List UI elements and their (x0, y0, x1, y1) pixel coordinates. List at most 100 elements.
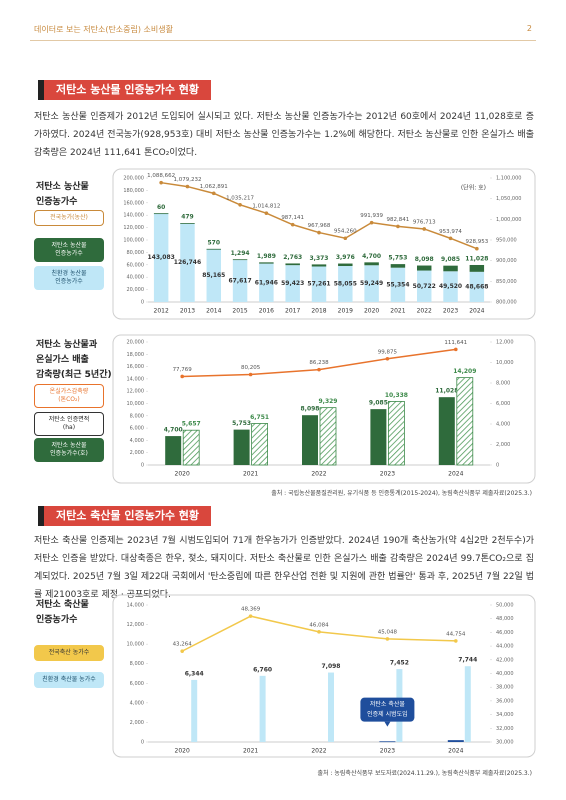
tick-label: 0 (141, 463, 144, 469)
bar (319, 407, 337, 466)
legend-item: 저탄소 인증면적 (ha) (34, 412, 104, 436)
data-label: 5,753 (232, 420, 251, 427)
x-tick-label: 2017 (285, 308, 300, 315)
bar (153, 213, 169, 215)
tick-label: 160,000 (123, 200, 144, 206)
bar (259, 262, 274, 264)
bar (370, 409, 387, 465)
data-label: 7,452 (390, 660, 409, 667)
x-tick-label: 2018 (311, 308, 326, 315)
legend-item: 전국축산 농가수 (34, 645, 104, 661)
tick-label: 100,000 (123, 238, 144, 244)
bar (191, 679, 198, 742)
bar (311, 264, 327, 267)
tick-label: 32,000 (496, 726, 514, 732)
data-label: 48,668 (465, 283, 488, 290)
plot-frame (112, 594, 536, 758)
data-label: 8,098 (415, 256, 434, 263)
bar (311, 266, 327, 302)
legend-item: 저탄소 농산물 인증농가수(호) (34, 438, 104, 462)
header-rule (30, 40, 536, 41)
data-label: 953,974 (439, 229, 462, 235)
data-label: 976,713 (413, 219, 436, 225)
data-label: 9,085 (369, 400, 388, 407)
data-label: 49,520 (439, 283, 462, 290)
bar (364, 265, 379, 302)
data-label: 111,641 (444, 340, 467, 346)
x-tick-label: 2024 (448, 471, 463, 478)
x-tick-label: 2023 (380, 471, 395, 478)
page-number: 2 (526, 24, 532, 33)
bar (251, 423, 269, 466)
data-label: 4,700 (362, 253, 381, 260)
data-label: 80,205 (241, 365, 261, 371)
line-point (454, 639, 458, 643)
tick-label: 4,000 (496, 422, 510, 428)
data-label: 6,760 (253, 666, 272, 673)
data-label: 1,062,891 (200, 184, 228, 190)
x-tick-label: 2022 (417, 308, 432, 315)
line-point (343, 236, 348, 241)
line-point (238, 202, 242, 207)
bar (364, 262, 379, 266)
bar (302, 415, 318, 465)
data-label: 4,700 (164, 427, 183, 434)
data-label: 7,744 (458, 657, 477, 664)
tick-label: 200,000 (123, 176, 144, 182)
section-paragraph: 저탄소 농산물 인증제가 2012년 도입되어 실시되고 있다. 저탄소 농산물… (34, 112, 534, 158)
bar (232, 260, 248, 302)
line-point (159, 180, 163, 185)
bar (443, 265, 458, 272)
x-tick-label: 2012 (154, 308, 169, 315)
unit-label: (단위: 호) (461, 184, 486, 192)
bar (182, 429, 200, 466)
tick-label: 900,000 (496, 258, 517, 264)
data-label: 43,264 (173, 642, 193, 648)
line-point (317, 367, 321, 372)
tick-label: 8,000 (130, 413, 144, 419)
annotation-text: 저탄소 축산물 (370, 700, 406, 708)
source-note: 출처 : 국립농산물품질관리원, 유기식품 등 인증통계(2015-2024),… (271, 490, 532, 497)
x-tick-label: 2021 (243, 748, 258, 755)
data-label: 982,841 (387, 217, 410, 223)
bar (285, 263, 300, 266)
data-label: 58,055 (334, 281, 357, 288)
data-label: 9,085 (441, 256, 460, 263)
annotation-box (360, 697, 415, 722)
section-title: 저탄소 농산물 인증농가수 현황 (38, 80, 212, 100)
bar (259, 263, 274, 302)
annotation-text: 인증제 시범도입 (367, 710, 408, 718)
x-tick-label: 2023 (443, 308, 458, 315)
chart: 0 2,000 4,000 6,000 8,000 10,000 12,000 14,000 1… (112, 334, 536, 484)
x-tick-label: 2024 (448, 748, 463, 755)
bar (180, 223, 195, 302)
line-point (396, 224, 400, 229)
data-label: 8,098 (301, 406, 320, 413)
tick-label: 14,000 (127, 376, 145, 382)
x-tick-label: 2020 (175, 748, 190, 755)
line-point (180, 649, 184, 653)
data-label: 99,875 (378, 349, 398, 355)
bar (328, 672, 334, 742)
data-label: 1,079,232 (173, 177, 201, 183)
line-point (211, 191, 216, 196)
data-label: 45,048 (378, 629, 398, 635)
tick-label: 2,000 (130, 450, 144, 456)
line-point (454, 347, 458, 352)
bar (447, 740, 464, 742)
tick-label: 8,000 (496, 381, 510, 387)
tick-label: 14,000 (127, 603, 145, 609)
bar (379, 741, 396, 743)
tick-label: 4,000 (130, 438, 144, 444)
tick-label: 120,000 (123, 225, 144, 231)
bar (390, 267, 406, 302)
legend-item: 저탄소 농산물 인증농가수 (34, 238, 104, 262)
tick-label: 4,000 (130, 700, 144, 706)
data-label: 67,617 (228, 278, 251, 285)
tick-label: 44,000 (496, 644, 514, 650)
data-label: 60 (157, 204, 165, 211)
chart-title: 저탄소 농산물 인증농가수 (36, 182, 89, 207)
tick-label: 20,000 (127, 287, 145, 293)
tick-label: 2,000 (130, 720, 144, 726)
bar (443, 271, 458, 302)
